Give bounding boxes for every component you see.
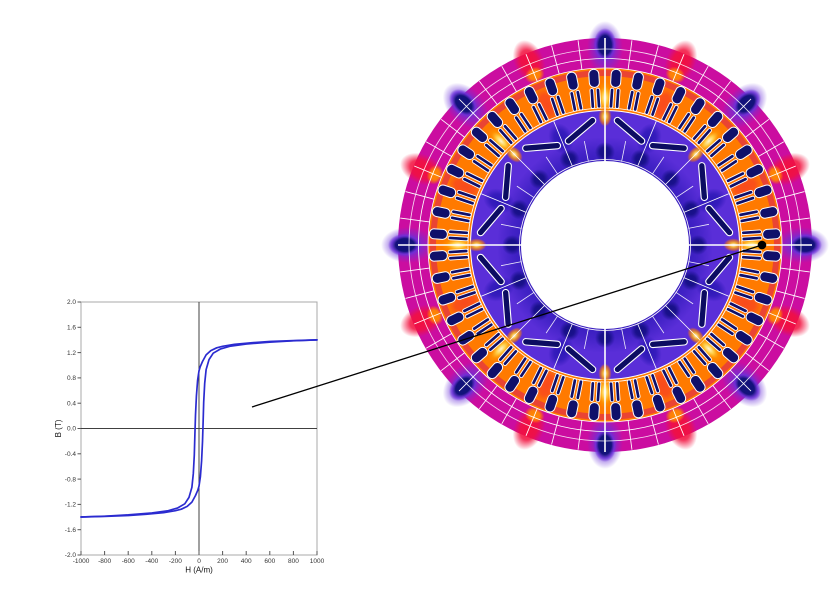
- magnet-bar: [476, 253, 505, 286]
- mesh-crosshair: [398, 38, 812, 452]
- x-tick-label: -600: [122, 558, 135, 565]
- magnet-bar: [613, 116, 646, 145]
- hysteresis-curve-descending-branch: [80, 339, 318, 518]
- magnet-pair: [564, 345, 646, 374]
- stator-slot: [738, 266, 779, 284]
- stator-slot: [428, 228, 469, 242]
- stator-slot: [504, 97, 533, 134]
- stator-slot: [437, 284, 477, 306]
- stator-slot: [486, 345, 519, 380]
- y-tick-label: 1.6: [67, 325, 76, 332]
- x-tick-label: 0: [197, 558, 201, 565]
- stator-slot: [457, 317, 494, 346]
- magnet-pair: [648, 141, 709, 202]
- magnet-pair: [648, 288, 709, 349]
- stator-slot: [725, 163, 764, 189]
- magnet-bar: [501, 162, 512, 202]
- stator-slot: [486, 110, 519, 145]
- x-axis-ticks: -1000 -800 -600 -400 -200 0 200 400 600 800 1000: [73, 551, 325, 565]
- probe-dot[interactable]: [757, 240, 767, 250]
- magnet-bar: [564, 345, 597, 374]
- stator-slot: [691, 110, 724, 145]
- magnet-bar: [705, 204, 734, 237]
- stator-slot: [691, 345, 724, 380]
- x-tick-label: 200: [217, 558, 228, 565]
- stator-slot: [504, 356, 533, 393]
- magnet-bar: [613, 345, 646, 374]
- x-axis-label: H (A/m): [185, 566, 213, 575]
- stator-slot: [608, 68, 622, 109]
- x-tick-label: 800: [288, 558, 299, 565]
- y-tick-label: 0.4: [67, 400, 76, 407]
- x-tick-label: -400: [145, 558, 158, 565]
- magnet-bar: [698, 162, 709, 202]
- x-tick-label: -200: [169, 558, 182, 565]
- stator-slot: [661, 86, 687, 125]
- y-tick-label: -1.2: [65, 502, 77, 509]
- y-axis-ticks: 2.0 1.6 1.2 0.8 0.4 0.0 -0.4 -0.8 -1.2 -1.6 -2.0: [65, 299, 81, 559]
- magnet-bar: [476, 204, 505, 237]
- callout-annotation: [251, 240, 767, 408]
- stator-slot: [470, 331, 505, 364]
- magnet-bar: [564, 116, 597, 145]
- stator-slot: [446, 301, 485, 327]
- hysteresis-curve-ascending-branch: [80, 339, 318, 518]
- stator-slot: [428, 248, 469, 262]
- y-tick-label: -0.8: [65, 476, 77, 483]
- stator-slot: [523, 86, 549, 125]
- magnet-bar: [501, 288, 512, 328]
- x-tick-label: 600: [264, 558, 275, 565]
- stator-slot: [544, 77, 566, 117]
- motor-flux-map: [381, 21, 829, 469]
- magnet-bar: [698, 288, 709, 328]
- callout-line: [251, 244, 763, 408]
- magnet-bar: [522, 338, 562, 349]
- magnet-pair: [501, 141, 562, 202]
- y-tick-label: -2.0: [65, 552, 77, 559]
- stator-slot: [470, 126, 505, 159]
- stator-slot: [437, 184, 477, 206]
- y-tick-label: -0.4: [65, 451, 77, 458]
- x-tick-label: -800: [98, 558, 111, 565]
- y-tick-label: 0.0: [67, 426, 76, 433]
- stator-slot: [626, 71, 644, 112]
- stator-slot: [644, 77, 666, 117]
- stator-slot: [566, 71, 584, 112]
- stator-slot: [457, 144, 494, 173]
- x-tick-label: 1000: [310, 558, 325, 565]
- x-tick-label: -1000: [73, 558, 90, 565]
- stator-slot: [733, 184, 773, 206]
- stator-slot: [705, 331, 740, 364]
- y-tick-label: -1.6: [65, 527, 77, 534]
- x-tick-label: 400: [241, 558, 252, 565]
- stator-slot: [523, 365, 549, 404]
- magnet-pair: [564, 116, 646, 145]
- stator-slot: [544, 373, 566, 413]
- bh-curve-plot: 2.0 1.6 1.2 0.8 0.4 0.0 -0.4 -0.8 -1.2 -1.6 -2.0-1…: [54, 299, 325, 574]
- y-tick-label: 0.8: [67, 375, 76, 382]
- y-axis-label: B (T): [54, 419, 63, 437]
- magnet-pair: [476, 204, 505, 286]
- stator-slot: [725, 301, 764, 327]
- magnet-bar: [522, 141, 562, 152]
- stator-slot: [588, 381, 602, 422]
- magnet-bar: [648, 141, 688, 152]
- stator-slot: [705, 126, 740, 159]
- magnet-bar: [648, 338, 688, 349]
- stator-slot: [431, 266, 472, 284]
- magnet-pair: [501, 288, 562, 349]
- stator-slot: [741, 248, 782, 262]
- stator-slot: [741, 228, 782, 242]
- y-tick-label: 2.0: [67, 299, 76, 306]
- y-tick-label: 1.2: [67, 350, 76, 357]
